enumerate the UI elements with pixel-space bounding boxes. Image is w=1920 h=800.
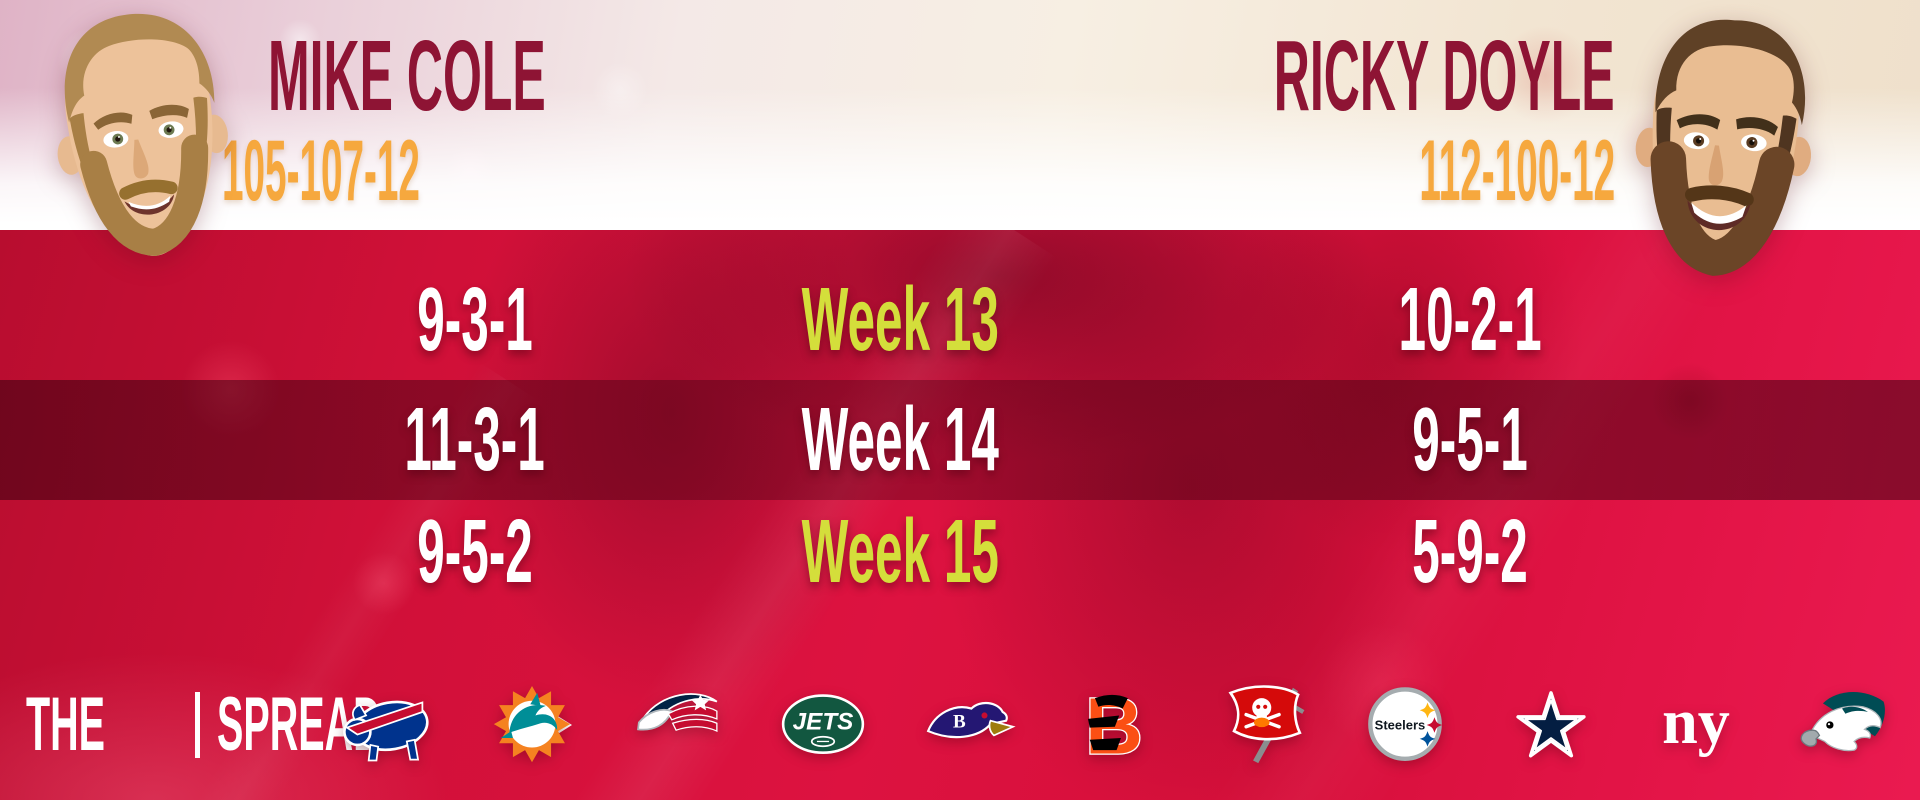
week-14-dark-band (0, 380, 1920, 500)
jets-logo-icon: JETS (781, 694, 864, 755)
week-15-label-text: Week 15 (801, 502, 999, 602)
week-14-label-text: Week 14 (801, 390, 999, 490)
week-13-right-record: 10-2-1 (1270, 230, 1670, 380)
team-logo-ravens: B (916, 670, 1020, 780)
team-logo-steelers: Steelers (1353, 670, 1457, 780)
brand-word-the: THE (26, 687, 178, 763)
red-background (0, 192, 1920, 800)
week-14-right-record: 9-5-1 (1270, 380, 1670, 500)
week-15-right-record-text: 5-9-2 (1412, 502, 1528, 602)
team-logo-bengals: B (1062, 670, 1166, 780)
eagles-logo-icon (1800, 692, 1885, 752)
header-gradient-band (0, 0, 1920, 230)
week-14-left-record: 11-3-1 (280, 380, 670, 500)
week-14-right-record-text: 9-5-1 (1412, 390, 1528, 490)
buccaneers-logo-icon (1228, 685, 1304, 764)
picker-name-left: MIKE COLE (268, 26, 824, 126)
mike-cole-portrait-icon (57, 13, 228, 256)
picker-name-right: RICKY DOYLE (933, 26, 1615, 126)
week-13-left-record-text: 9-3-1 (417, 270, 533, 370)
week-15-right-record: 5-9-2 (1270, 500, 1670, 620)
week-13-row: 9-3-1 Week 13 10-2-1 (0, 230, 1920, 380)
week-label-2: Week 15 (700, 500, 1100, 620)
team-logo-buccaneers (1208, 670, 1312, 780)
week-label-1: Week 14 (700, 380, 1100, 500)
team-logo-dolphins (480, 670, 584, 780)
team-logo-giants: ny (1644, 670, 1748, 780)
bengals-logo-icon: B (1084, 680, 1144, 772)
week-15-left-record-text: 9-5-2 (417, 502, 533, 602)
brand-divider (195, 692, 200, 758)
week-label-0: Week 13 (700, 230, 1100, 380)
picker-name-left-text: MIKE COLE (268, 20, 546, 132)
svg-text:B: B (953, 712, 966, 733)
team-logo-eagles (1790, 670, 1894, 780)
svg-text:JETS: JETS (792, 708, 853, 735)
picker-record-right-text: 112-100-12 (1419, 123, 1615, 219)
week-13-left-record: 9-3-1 (280, 230, 670, 380)
giants-logo-icon: ny (1662, 686, 1730, 757)
week-13-label-text: Week 13 (801, 270, 999, 370)
bills-logo-icon (343, 700, 429, 762)
patriots-logo-icon (637, 693, 718, 733)
team-logo-bills (334, 670, 438, 780)
team-logo-strip: JETS B B (334, 650, 1894, 800)
brand-the-text: THE (26, 682, 106, 767)
svg-text:Steelers: Steelers (1375, 717, 1426, 732)
team-logo-jets: JETS (771, 670, 875, 780)
team-logo-patriots (625, 670, 729, 780)
picker-record-left: 105-107-12 (222, 128, 662, 214)
week-14-row: 11-3-1 Week 14 9-5-1 (0, 380, 1920, 500)
week-15-row: 9-5-2 Week 15 5-9-2 (0, 500, 1920, 620)
headshot-ricky-doyle (1624, 8, 1822, 284)
picker-record-left-text: 105-107-12 (222, 123, 420, 219)
picker-record-right: 112-100-12 (1180, 128, 1615, 214)
steelers-logo-icon: Steelers (1368, 687, 1443, 761)
week-14-left-record-text: 11-3-1 (404, 390, 546, 490)
week-15-left-record: 9-5-2 (280, 500, 670, 620)
team-logo-cowboys (1499, 670, 1603, 780)
svg-text:ny: ny (1662, 686, 1730, 757)
ricky-doyle-portrait-icon (1635, 19, 1812, 276)
ravens-logo-icon: B (927, 701, 1016, 739)
cowboys-logo-icon (1516, 691, 1586, 758)
dolphins-logo-icon (493, 686, 570, 763)
headshot-mike-cole (46, 2, 240, 272)
picker-name-right-text: RICKY DOYLE (1274, 20, 1615, 132)
week-13-right-record-text: 10-2-1 (1398, 270, 1542, 370)
